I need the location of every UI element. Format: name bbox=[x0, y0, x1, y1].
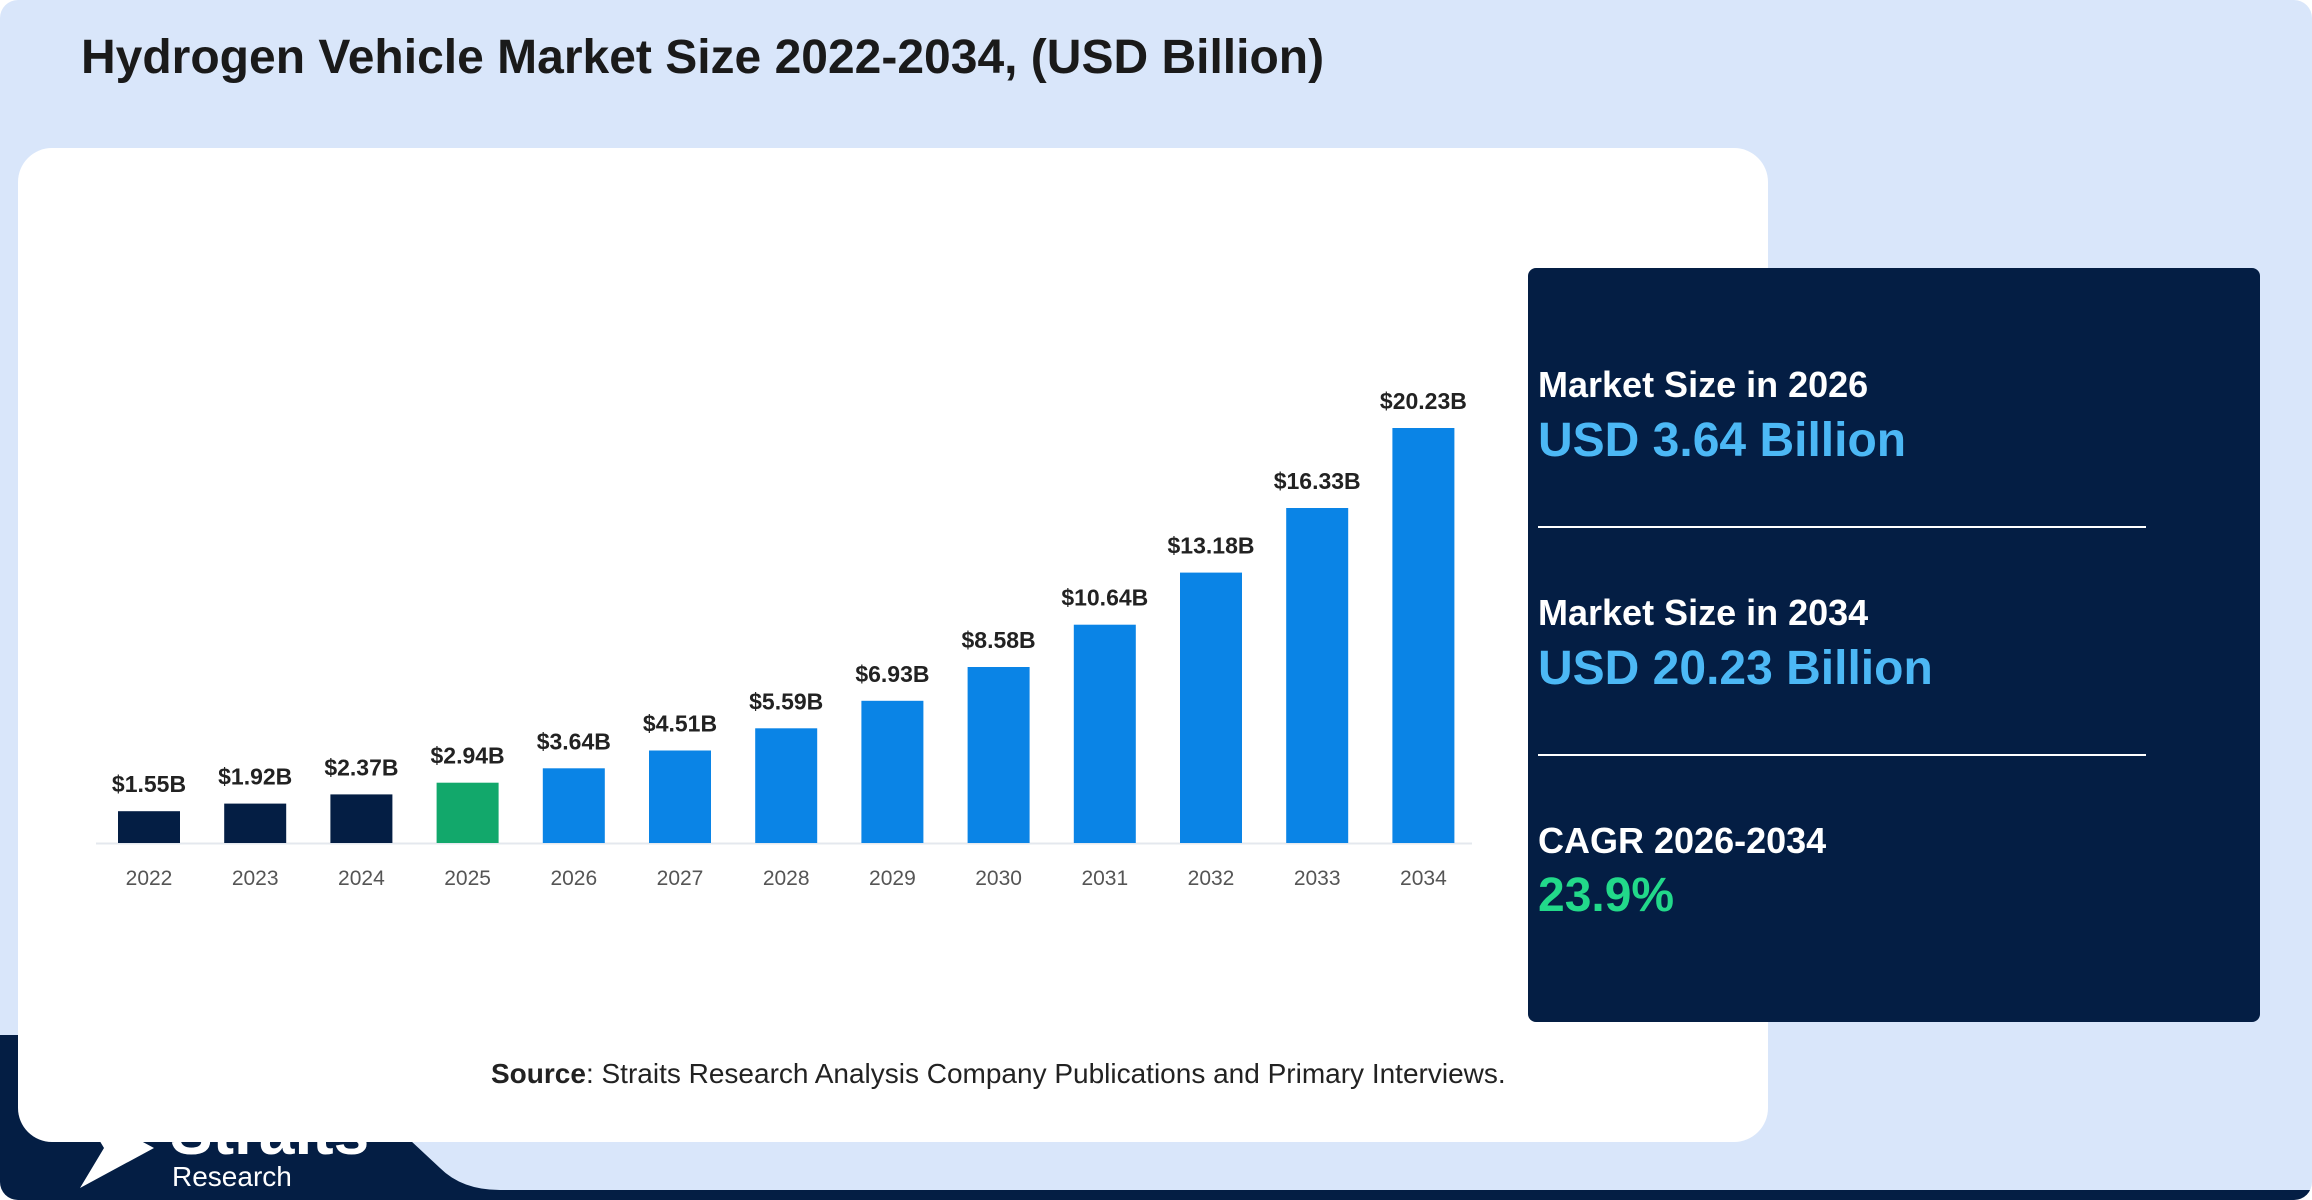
data-label-2024: $2.37B bbox=[324, 754, 398, 780]
stat-label-cagr: CAGR 2026-2034 bbox=[1538, 820, 1827, 861]
bar-2023 bbox=[224, 803, 287, 843]
bar-2034 bbox=[1392, 428, 1455, 843]
data-label-2032: $13.18B bbox=[1168, 533, 1255, 559]
source-text: : Straits Research Analysis Company Publ… bbox=[585, 1058, 1506, 1089]
data-label-2034: $20.23B bbox=[1380, 388, 1467, 414]
stat-divider-2 bbox=[1538, 754, 2146, 756]
x-tick-2024: 2024 bbox=[338, 867, 385, 890]
bar-2033 bbox=[1286, 508, 1349, 843]
stat-value-2034: USD 20.23 Billion bbox=[1538, 642, 1933, 695]
bar-chart: $1.55B 2022 $1.92B 2023 $2.37B 2024 $2.94B 2025… bbox=[96, 388, 1472, 890]
bar-2028 bbox=[755, 728, 818, 843]
chart-card bbox=[18, 148, 1768, 1142]
x-tick-2030: 2030 bbox=[975, 867, 1022, 890]
data-label-2028: $5.59B bbox=[749, 688, 823, 714]
bar-2031 bbox=[1073, 624, 1136, 843]
x-tick-2025: 2025 bbox=[444, 867, 491, 890]
data-label-2031: $10.64B bbox=[1061, 585, 1148, 611]
bar-2026 bbox=[542, 768, 605, 843]
x-tick-2031: 2031 bbox=[1081, 867, 1128, 890]
source-label: Source bbox=[491, 1058, 586, 1089]
x-tick-2026: 2026 bbox=[550, 867, 597, 890]
x-tick-2028: 2028 bbox=[763, 867, 810, 890]
data-label-2029: $6.93B bbox=[855, 661, 929, 687]
x-tick-2032: 2032 bbox=[1188, 867, 1235, 890]
logo-subtitle: Research bbox=[172, 1161, 292, 1192]
x-tick-2034: 2034 bbox=[1400, 867, 1447, 890]
x-tick-2029: 2029 bbox=[869, 867, 916, 890]
bar-2032 bbox=[1180, 572, 1242, 843]
stat-value-2026: USD 3.64 Billion bbox=[1538, 414, 1907, 467]
bar-2029 bbox=[861, 700, 924, 843]
stat-label-2034: Market Size in 2034 bbox=[1538, 592, 1869, 633]
data-label-2033: $16.33B bbox=[1274, 468, 1361, 494]
bar-2024 bbox=[330, 794, 393, 843]
arrow-logo-icon bbox=[80, 1108, 154, 1188]
stat-value-cagr: 23.9% bbox=[1538, 869, 1675, 922]
data-label-2026: $3.64B bbox=[537, 728, 611, 754]
stat-label-2026: Market Size in 2026 bbox=[1538, 364, 1869, 405]
x-tick-2022: 2022 bbox=[126, 867, 173, 890]
x-tick-2023: 2023 bbox=[232, 867, 279, 890]
source-note: Source: Straits Research Analysis Compan… bbox=[491, 1058, 1506, 1090]
logo-name: Straits bbox=[170, 1096, 370, 1168]
data-label-2023: $1.92B bbox=[218, 764, 292, 790]
stats-panel: Market Size in 2026 USD 3.64 Billion Mar… bbox=[1528, 268, 2260, 1022]
bar-2025 bbox=[436, 782, 499, 843]
bar-2030 bbox=[967, 667, 1030, 843]
x-tick-2027: 2027 bbox=[657, 867, 704, 890]
bar-2027 bbox=[649, 750, 711, 843]
bar-2022 bbox=[118, 811, 180, 843]
data-label-2025: $2.94B bbox=[431, 743, 505, 769]
data-label-2027: $4.51B bbox=[643, 711, 717, 737]
data-label-2022: $1.55B bbox=[112, 771, 186, 797]
x-tick-2033: 2033 bbox=[1294, 867, 1341, 890]
stat-divider-1 bbox=[1538, 526, 2146, 528]
page-title: Hydrogen Vehicle Market Size 2022-2034, … bbox=[81, 31, 1325, 84]
data-label-2030: $8.58B bbox=[962, 627, 1036, 653]
